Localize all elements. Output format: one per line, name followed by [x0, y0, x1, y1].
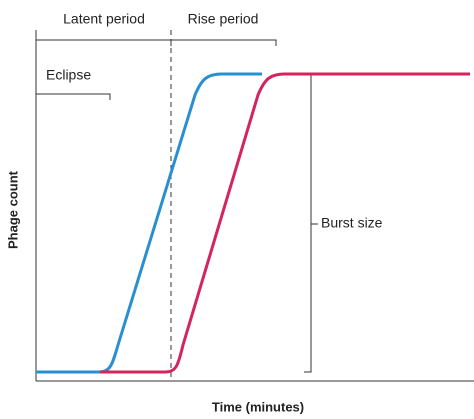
rise-label: Rise period — [188, 11, 259, 27]
y-axis-label: Phage count — [5, 170, 20, 249]
red-curve — [100, 72, 470, 374]
burst-bracket — [304, 74, 318, 373]
burst-label: Burst size — [321, 215, 383, 231]
blue-curve — [36, 72, 262, 374]
eclipse-label: Eclipse — [46, 67, 91, 83]
period-bracket — [35, 39, 277, 46]
eclipse-bracket — [35, 93, 111, 100]
x-axis-label: Time (minutes) — [212, 399, 304, 414]
latent-label: Latent period — [63, 11, 145, 27]
